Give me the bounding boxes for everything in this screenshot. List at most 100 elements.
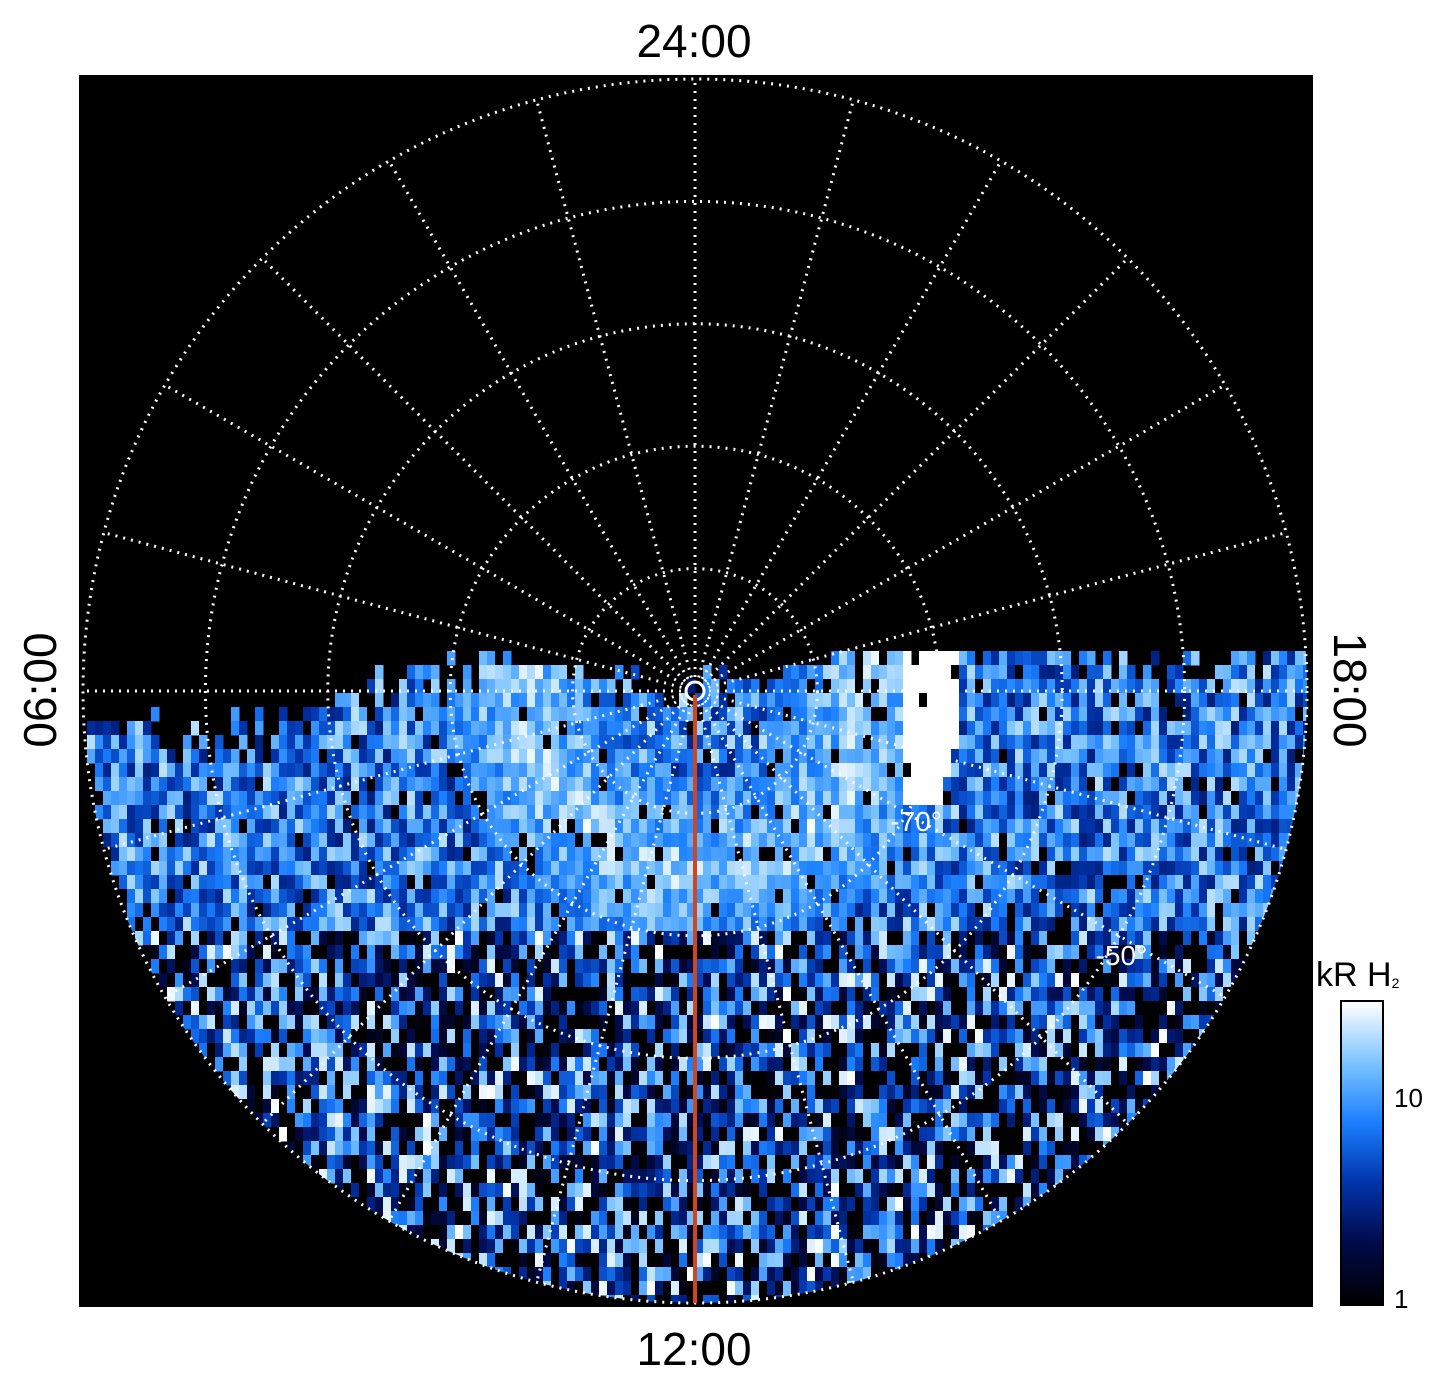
emission-cell xyxy=(943,931,952,946)
emission-cell xyxy=(983,679,992,694)
emission-cell xyxy=(191,1029,200,1044)
emission-cell xyxy=(999,861,1008,876)
emission-cell xyxy=(1287,679,1296,694)
emission-cell xyxy=(575,917,584,932)
emission-cell xyxy=(575,693,584,708)
emission-cell xyxy=(919,735,928,750)
emission-cell xyxy=(855,819,864,834)
emission-cell xyxy=(455,1029,464,1044)
emission-cell xyxy=(1143,861,1152,876)
emission-cell xyxy=(855,833,864,848)
emission-cell xyxy=(575,721,584,736)
emission-cell xyxy=(727,1113,736,1128)
emission-cell xyxy=(479,735,488,750)
emission-cell xyxy=(271,791,280,806)
emission-cell xyxy=(1063,819,1072,834)
emission-cell xyxy=(727,931,736,946)
emission-cell xyxy=(935,1001,944,1016)
emission-cell xyxy=(527,1001,536,1016)
emission-cell xyxy=(967,1183,976,1198)
emission-cell xyxy=(263,1085,272,1100)
emission-cell xyxy=(567,1085,576,1100)
emission-cell xyxy=(1215,679,1224,694)
emission-cell xyxy=(559,1029,568,1044)
emission-cell xyxy=(487,903,496,918)
emission-cell xyxy=(775,749,784,764)
emission-cell xyxy=(695,1155,704,1170)
emission-cell xyxy=(1175,777,1184,792)
emission-cell xyxy=(831,1085,840,1100)
emission-cell xyxy=(991,707,1000,722)
emission-cell xyxy=(359,1183,368,1198)
emission-cell xyxy=(519,1029,528,1044)
emission-cell xyxy=(535,1001,544,1016)
emission-cell xyxy=(831,749,840,764)
emission-cell xyxy=(967,861,976,876)
emission-cell xyxy=(479,1099,488,1114)
emission-cell xyxy=(175,931,184,946)
emission-cell xyxy=(247,1015,256,1030)
emission-cell xyxy=(327,721,336,736)
emission-cell xyxy=(943,875,952,890)
emission-cell xyxy=(343,959,352,974)
emission-cell xyxy=(1047,1015,1056,1030)
emission-cell xyxy=(567,693,576,708)
emission-cell xyxy=(847,847,856,862)
emission-cell xyxy=(959,1155,968,1170)
emission-cell xyxy=(823,917,832,932)
emission-cell xyxy=(183,917,192,932)
emission-cell xyxy=(839,819,848,834)
emission-cell xyxy=(807,777,816,792)
emission-cell xyxy=(679,1029,688,1044)
emission-cell xyxy=(1071,763,1080,778)
emission-cell xyxy=(871,721,880,736)
emission-cell xyxy=(551,693,560,708)
emission-cell xyxy=(1279,805,1288,820)
emission-cell xyxy=(1303,721,1307,736)
emission-cell xyxy=(415,693,424,708)
emission-cell xyxy=(655,721,664,736)
emission-cell xyxy=(559,1043,568,1058)
emission-cell xyxy=(319,903,328,918)
emission-cell xyxy=(607,763,616,778)
emission-cell xyxy=(895,651,904,666)
emission-cell xyxy=(839,1001,848,1016)
emission-cell xyxy=(911,1015,920,1030)
emission-cell xyxy=(1239,665,1248,680)
emission-cell xyxy=(551,1113,560,1128)
emission-cell xyxy=(359,959,368,974)
emission-cell xyxy=(887,903,896,918)
emission-cell xyxy=(1247,707,1256,722)
emission-cell xyxy=(743,861,752,876)
emission-cell xyxy=(711,833,720,848)
emission-cell xyxy=(367,1057,376,1072)
emission-cell xyxy=(671,973,680,988)
emission-cell xyxy=(447,973,456,988)
emission-cell xyxy=(1199,987,1208,1002)
emission-cell xyxy=(503,1197,512,1212)
emission-cell xyxy=(1287,749,1296,764)
emission-cell xyxy=(1271,763,1280,778)
emission-cell xyxy=(543,777,552,792)
emission-cell xyxy=(623,693,632,708)
emission-cell xyxy=(367,1113,376,1128)
emission-cell xyxy=(687,1001,696,1016)
emission-cell xyxy=(943,1183,952,1198)
emission-cell xyxy=(1167,1057,1176,1072)
emission-cell xyxy=(415,735,424,750)
emission-cell xyxy=(487,931,496,946)
emission-cell xyxy=(223,1043,232,1058)
emission-cell xyxy=(415,791,424,806)
emission-cell xyxy=(351,973,360,988)
emission-cell xyxy=(1271,861,1280,876)
emission-cell xyxy=(639,1169,648,1184)
emission-cell xyxy=(1143,679,1152,694)
emission-cell xyxy=(687,679,696,694)
emission-cell xyxy=(495,903,504,918)
emission-cell xyxy=(647,693,656,708)
emission-cell xyxy=(287,917,296,932)
emission-cell xyxy=(367,1155,376,1170)
emission-cell xyxy=(679,833,688,848)
emission-cell xyxy=(703,861,712,876)
emission-cell xyxy=(1031,861,1040,876)
